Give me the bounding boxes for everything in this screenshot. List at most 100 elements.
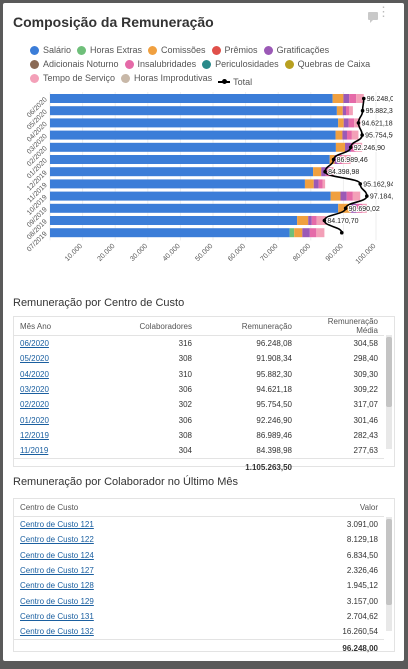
total-data-label: 92.246,90 <box>354 145 385 152</box>
x-tick-label: 90.000 <box>325 243 345 263</box>
x-tick-label: 40.000 <box>162 243 182 263</box>
table-cell: 304,58 <box>353 339 378 349</box>
legend-item[interactable]: Gratificações <box>263 43 329 57</box>
table-cell: 16.260,54 <box>342 627 378 637</box>
bar-segment <box>313 167 322 177</box>
row-link[interactable]: 03/2020 <box>20 385 49 395</box>
legend-item[interactable]: Total <box>218 75 252 89</box>
cost-table-scrollbar[interactable] <box>386 335 392 449</box>
table-cell: 96.248,08 <box>256 339 292 349</box>
bar-segment <box>50 155 330 164</box>
row-link[interactable]: 11/2019 <box>20 446 49 456</box>
bar-segment <box>309 228 317 238</box>
table-cell: 95.754,50 <box>256 400 292 410</box>
table-row: 11/2019 304 84.398,98 277,63 <box>14 443 384 459</box>
table-cell: 309,30 <box>353 369 378 379</box>
bar-segment <box>311 216 317 225</box>
legend-item[interactable]: Insalubridades <box>124 57 197 71</box>
legend-item[interactable]: Horas Improdutivas <box>121 71 212 85</box>
legend-item[interactable]: Salário <box>30 43 71 57</box>
table-row: 04/2020 310 95.882,30 309,30 <box>14 367 384 382</box>
bar-segment <box>308 216 312 225</box>
row-link[interactable]: 12/2019 <box>20 430 49 440</box>
row-link[interactable]: 04/2020 <box>20 369 49 379</box>
total-data-label: 95.162,94 <box>363 181 393 188</box>
total-point <box>360 133 364 137</box>
legend-item[interactable]: Adicionais Noturno <box>30 57 119 71</box>
table-cell: 94.621,18 <box>256 385 292 395</box>
legend-label: Horas Improdutivas <box>134 73 213 83</box>
cost-table-scroll-thumb[interactable] <box>386 337 392 407</box>
col-header-month[interactable]: Mês Ano <box>14 317 116 336</box>
row-link[interactable]: Centro de Custo 132 <box>20 627 94 637</box>
bar-segment <box>50 216 298 225</box>
legend-marker-icon <box>121 73 131 83</box>
bar-segment <box>346 191 353 201</box>
bar-segment <box>342 106 347 116</box>
row-link[interactable]: Centro de Custo 131 <box>20 611 94 621</box>
bar-segment <box>304 179 314 189</box>
bar-segment <box>322 179 326 189</box>
window-bottom-bar <box>0 661 408 669</box>
legend-label: Comissões <box>161 45 206 55</box>
table-cell: 3.091,00 <box>346 520 378 530</box>
total-point <box>331 157 336 162</box>
col-header-employees[interactable]: Colaboradores <box>116 317 198 336</box>
legend-item[interactable]: Tempo de Serviço <box>30 71 115 85</box>
row-link[interactable]: Centro de Custo 122 <box>20 535 94 545</box>
collaborator-table: Centro de Custo Valor Centro de Custo 12… <box>13 498 395 656</box>
total-data-label: 97.184,98 <box>370 194 393 201</box>
total-point <box>365 194 369 198</box>
legend-item[interactable]: Horas Extras <box>77 43 142 57</box>
collab-table-total: 96.248,00 <box>252 639 384 656</box>
legend-marker-icon <box>211 45 221 55</box>
collab-table-scroll-thumb[interactable] <box>386 519 392 605</box>
col-header-cost-center[interactable]: Centro de Custo <box>14 499 252 517</box>
col-header-pay[interactable]: Remuneração <box>198 317 298 336</box>
table-cell: 304 <box>178 446 192 456</box>
row-link[interactable]: 02/2020 <box>20 400 49 410</box>
row-link[interactable]: Centro de Custo 127 <box>20 566 94 576</box>
row-link[interactable]: 01/2020 <box>20 415 49 425</box>
bar-segment <box>289 228 295 238</box>
row-link[interactable]: 06/2020 <box>20 339 49 349</box>
row-link[interactable]: 05/2020 <box>20 354 49 364</box>
bar-segment <box>351 130 359 140</box>
table-cell: 3.157,00 <box>346 596 378 606</box>
x-tick-label: 50.000 <box>194 243 214 263</box>
row-link[interactable]: Centro de Custo 121 <box>20 520 94 530</box>
legend-item[interactable]: Comissões <box>148 43 206 57</box>
legend-label: Insalubridades <box>137 59 197 69</box>
total-data-label: 90.690,02 <box>349 206 380 213</box>
bar-segment <box>50 142 336 152</box>
bar-segment <box>332 94 344 103</box>
total-point <box>343 206 348 211</box>
table-cell: 2.326,46 <box>346 566 378 576</box>
total-point <box>322 218 327 223</box>
collab-table-scrollbar[interactable] <box>386 517 392 631</box>
total-data-label: 84.398,98 <box>328 169 359 176</box>
comment-icon[interactable] <box>368 12 378 23</box>
bar-segment <box>349 94 357 103</box>
legend-label: Salário <box>43 45 72 55</box>
bar-segment <box>350 142 356 152</box>
row-link[interactable]: Centro de Custo 124 <box>20 550 94 560</box>
legend-item[interactable]: Prêmios <box>211 43 258 57</box>
row-link[interactable]: Centro de Custo 128 <box>20 581 94 591</box>
col-header-avg-pay[interactable]: Remuneração Média <box>298 317 384 336</box>
legend-item[interactable]: Periculosidades <box>202 57 279 71</box>
legend-item[interactable]: Quebras de Caixa <box>284 57 370 71</box>
table-cell: 298,40 <box>353 354 378 364</box>
table-cell: 1.945,12 <box>346 581 378 591</box>
more-options-icon[interactable]: ⋮ <box>377 4 390 19</box>
col-header-value[interactable]: Valor <box>252 499 384 517</box>
legend-marker-icon <box>30 45 39 55</box>
table-row: Centro de Custo 124 6.834,50 <box>14 548 384 563</box>
table-cell: 302 <box>178 400 192 410</box>
legend-marker-icon <box>30 73 39 83</box>
total-point <box>358 182 363 186</box>
x-tick-label: 10.000 <box>64 243 84 263</box>
bar-segment <box>50 118 339 128</box>
legend-label: Total <box>233 76 253 87</box>
row-link[interactable]: Centro de Custo 129 <box>20 596 94 606</box>
